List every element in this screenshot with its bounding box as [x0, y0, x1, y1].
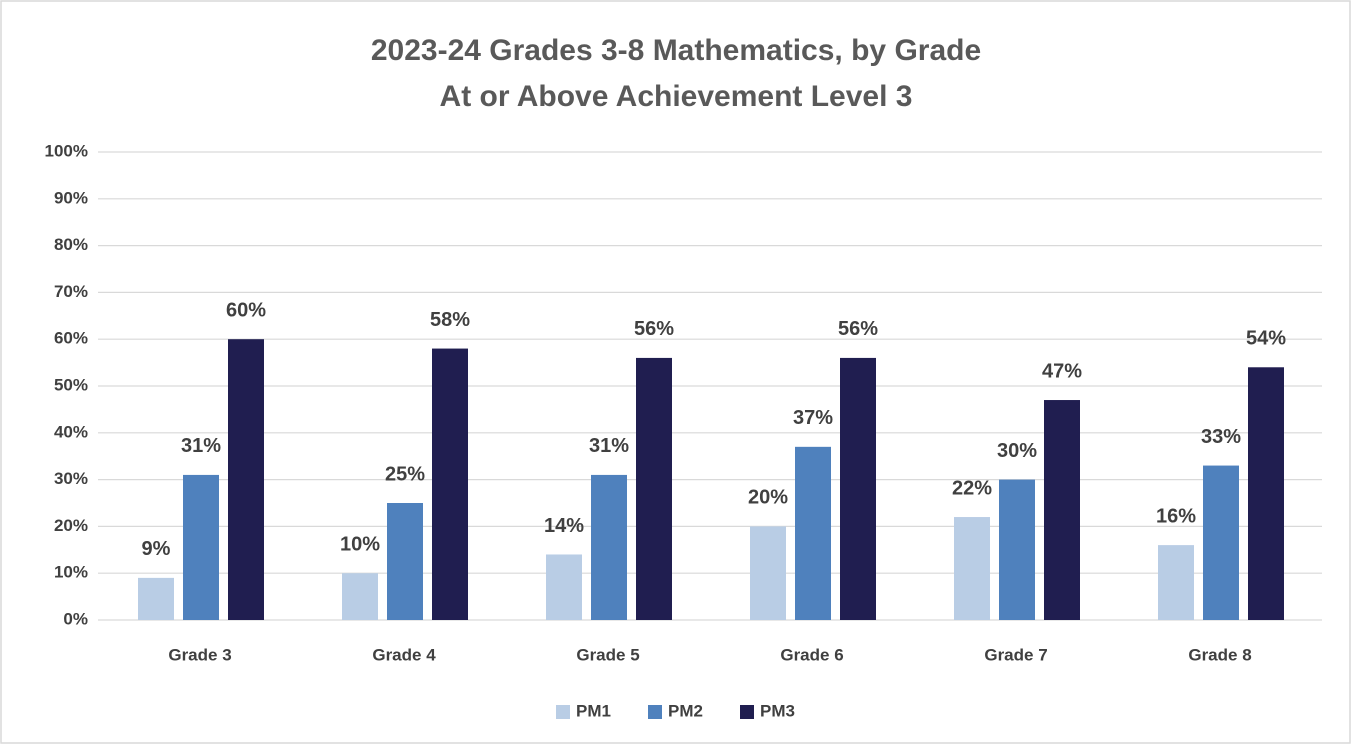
- legend-swatch: [740, 705, 754, 719]
- y-tick-label: 20%: [54, 516, 88, 535]
- bar: [954, 517, 990, 620]
- y-tick-label: 100%: [45, 141, 88, 160]
- y-tick-label: 70%: [54, 282, 88, 301]
- y-tick-label: 30%: [54, 469, 88, 488]
- bar: [546, 554, 582, 620]
- bar: [1248, 367, 1284, 620]
- data-label: 30%: [997, 440, 1037, 462]
- x-tick-label: Grade 4: [372, 645, 436, 664]
- legend-label: PM3: [760, 701, 795, 720]
- bar: [840, 357, 876, 620]
- x-tick-label: Grade 5: [576, 645, 639, 664]
- chart-subtitle: At or Above Achievement Level 3: [440, 80, 913, 113]
- bar: [795, 446, 831, 620]
- bar: [432, 348, 468, 620]
- data-label: 54%: [1246, 328, 1286, 350]
- data-label: 58%: [430, 309, 470, 331]
- y-tick-label: 0%: [63, 609, 88, 628]
- x-tick-label: Grade 7: [984, 645, 1047, 664]
- data-label: 47%: [1042, 360, 1082, 382]
- x-tick-label: Grade 3: [168, 645, 231, 664]
- y-tick-label: 60%: [54, 329, 88, 348]
- data-label: 37%: [793, 407, 833, 429]
- data-label: 25%: [385, 463, 425, 485]
- data-label: 33%: [1201, 426, 1241, 448]
- data-label: 22%: [952, 477, 992, 499]
- y-tick-label: 10%: [54, 563, 88, 582]
- y-tick-label: 50%: [54, 375, 88, 394]
- x-tick-label: Grade 8: [1188, 645, 1251, 664]
- data-label: 31%: [181, 435, 221, 457]
- data-label: 56%: [838, 318, 878, 340]
- bar: [1203, 465, 1239, 620]
- bar: [750, 526, 786, 620]
- y-tick-label: 90%: [54, 188, 88, 207]
- data-label: 31%: [589, 435, 629, 457]
- bar: [999, 479, 1035, 620]
- legend-swatch: [648, 705, 662, 719]
- bar: [1044, 400, 1080, 620]
- legend-swatch: [556, 705, 570, 719]
- data-label: 9%: [142, 538, 171, 560]
- bar: [387, 503, 423, 620]
- data-label: 16%: [1156, 505, 1196, 527]
- bar: [228, 339, 264, 620]
- y-tick-label: 80%: [54, 235, 88, 254]
- chart-title: 2023-24 Grades 3-8 Mathematics, by Grade: [371, 34, 981, 67]
- x-tick-label: Grade 6: [780, 645, 843, 664]
- bar: [342, 573, 378, 620]
- data-label: 20%: [748, 487, 788, 509]
- bar: [1158, 545, 1194, 620]
- bar: [591, 474, 627, 620]
- data-label: 14%: [544, 515, 584, 537]
- bar: [636, 357, 672, 620]
- y-tick-label: 40%: [54, 422, 88, 441]
- data-label: 56%: [634, 318, 674, 340]
- legend-label: PM1: [576, 701, 611, 720]
- bar: [183, 474, 219, 620]
- bar: [138, 577, 174, 620]
- data-label: 10%: [340, 533, 380, 555]
- data-label: 60%: [226, 299, 266, 321]
- legend-label: PM2: [668, 701, 703, 720]
